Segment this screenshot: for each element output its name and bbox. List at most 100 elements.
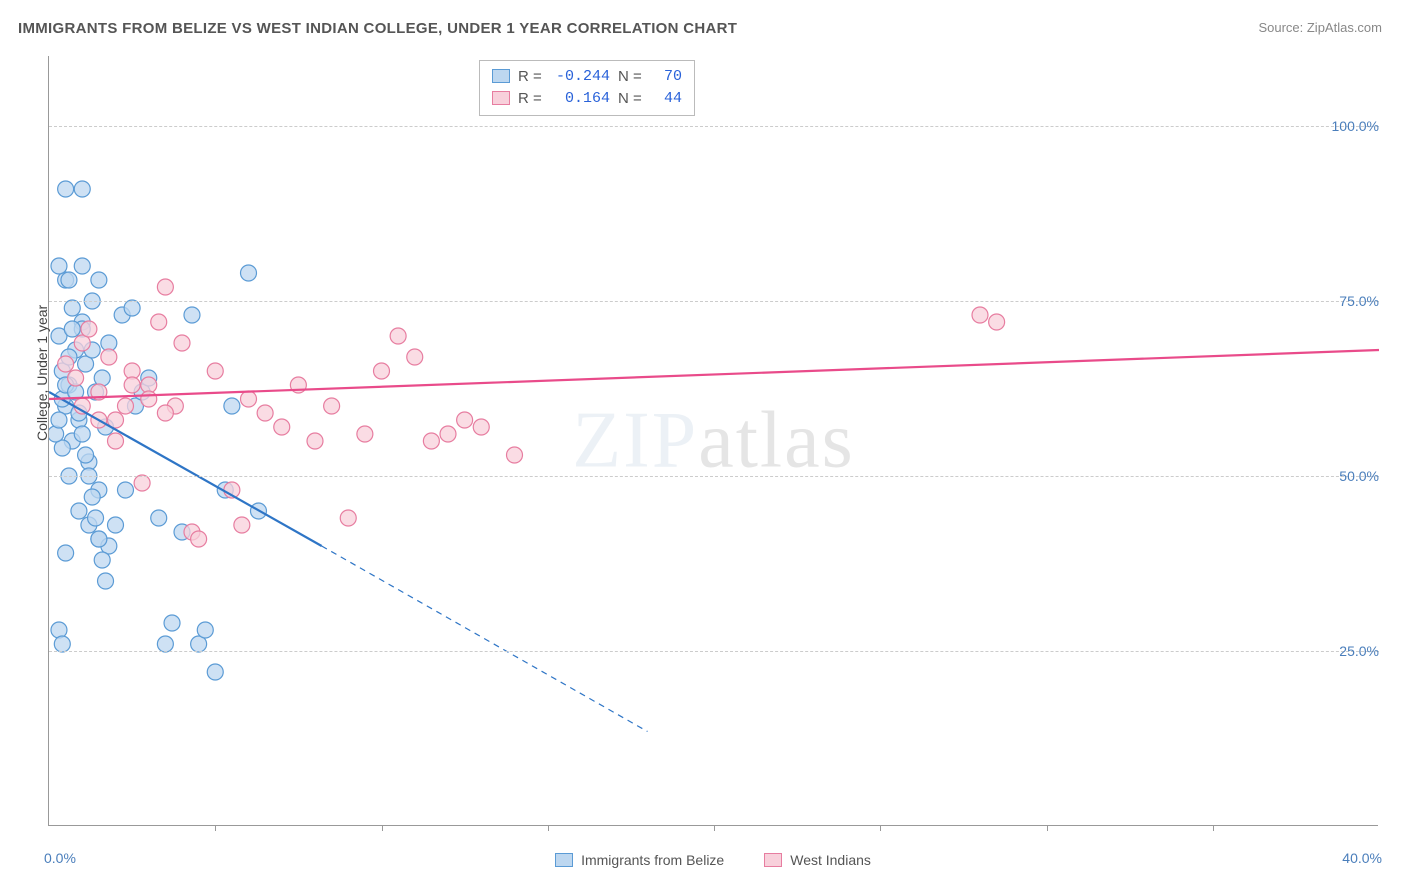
x-tick: [714, 825, 715, 831]
data-point: [234, 517, 250, 533]
data-point: [81, 321, 97, 337]
legend-label-2: West Indians: [790, 852, 871, 868]
data-point: [151, 510, 167, 526]
data-point: [58, 545, 74, 561]
data-point: [241, 391, 257, 407]
legend-swatch-1: [555, 853, 573, 867]
data-point: [241, 265, 257, 281]
data-point: [108, 517, 124, 533]
stat-r-value-2: 0.164: [554, 90, 610, 107]
stat-r-label-1: R =: [518, 68, 546, 85]
data-point: [340, 510, 356, 526]
chart-area: ZIPatlas R = -0.244 N = 70 R = 0.164 N =…: [48, 56, 1378, 826]
data-point: [157, 279, 173, 295]
data-point: [374, 363, 390, 379]
y-tick-label: 100.0%: [1319, 118, 1379, 134]
stat-n-label-1: N =: [618, 68, 646, 85]
data-point: [54, 636, 70, 652]
trend-line: [49, 350, 1379, 399]
x-tick: [880, 825, 881, 831]
data-point: [101, 349, 117, 365]
data-point: [274, 419, 290, 435]
data-point: [390, 328, 406, 344]
data-point: [94, 370, 110, 386]
y-axis-label: College, Under 1 year: [34, 305, 50, 441]
x-tick: [382, 825, 383, 831]
data-point: [473, 419, 489, 435]
data-point: [88, 510, 104, 526]
data-point: [164, 615, 180, 631]
data-point: [207, 664, 223, 680]
data-point: [64, 321, 80, 337]
stat-r-value-1: -0.244: [554, 68, 610, 85]
data-point: [224, 398, 240, 414]
data-point: [74, 258, 90, 274]
data-point: [58, 181, 74, 197]
stat-r-label-2: R =: [518, 90, 546, 107]
data-point: [91, 272, 107, 288]
data-point: [157, 636, 173, 652]
swatch-series1: [492, 69, 510, 83]
data-point: [124, 377, 140, 393]
plot-region: ZIPatlas R = -0.244 N = 70 R = 0.164 N =…: [48, 56, 1378, 826]
data-point: [184, 307, 200, 323]
data-point: [94, 552, 110, 568]
data-point: [74, 426, 90, 442]
data-point: [423, 433, 439, 449]
y-tick-label: 75.0%: [1319, 293, 1379, 309]
data-point: [197, 622, 213, 638]
stat-n-value-1: 70: [654, 68, 682, 85]
stat-row-series1: R = -0.244 N = 70: [492, 65, 682, 87]
data-point: [51, 258, 67, 274]
data-point: [151, 314, 167, 330]
legend-item-series2: West Indians: [764, 852, 871, 868]
data-point: [157, 405, 173, 421]
data-point: [64, 300, 80, 316]
data-point: [134, 475, 150, 491]
svg-layer: [49, 56, 1379, 826]
data-point: [440, 426, 456, 442]
data-point: [49, 426, 64, 442]
stat-row-series2: R = 0.164 N = 44: [492, 87, 682, 109]
stat-n-label-2: N =: [618, 90, 646, 107]
data-point: [307, 433, 323, 449]
data-point: [98, 573, 114, 589]
data-point: [51, 412, 67, 428]
data-point: [141, 391, 157, 407]
data-point: [78, 447, 94, 463]
data-point: [117, 482, 133, 498]
data-point: [257, 405, 273, 421]
data-point: [84, 489, 100, 505]
x-tick: [548, 825, 549, 831]
data-point: [972, 307, 988, 323]
chart-title: IMMIGRANTS FROM BELIZE VS WEST INDIAN CO…: [18, 20, 737, 37]
grid-line-h: [49, 476, 1379, 477]
data-point: [74, 181, 90, 197]
data-point: [71, 503, 87, 519]
legend-swatch-2: [764, 853, 782, 867]
data-point: [207, 363, 223, 379]
data-point: [407, 349, 423, 365]
data-point: [507, 447, 523, 463]
x-tick: [1213, 825, 1214, 831]
source-link[interactable]: ZipAtlas.com: [1307, 20, 1382, 35]
data-point: [108, 433, 124, 449]
trend-line-extrapolated: [322, 546, 648, 732]
data-point: [51, 622, 67, 638]
x-tick: [215, 825, 216, 831]
data-point: [68, 370, 84, 386]
data-point: [324, 398, 340, 414]
grid-line-h: [49, 651, 1379, 652]
data-point: [191, 531, 207, 547]
swatch-series2: [492, 91, 510, 105]
data-point: [91, 531, 107, 547]
legend-item-series1: Immigrants from Belize: [555, 852, 724, 868]
data-point: [117, 398, 133, 414]
data-point: [61, 272, 77, 288]
legend-label-1: Immigrants from Belize: [581, 852, 724, 868]
x-tick: [1047, 825, 1048, 831]
grid-line-h: [49, 301, 1379, 302]
y-tick-label: 25.0%: [1319, 643, 1379, 659]
data-point: [989, 314, 1005, 330]
source-attribution: Source: ZipAtlas.com: [1258, 20, 1382, 35]
